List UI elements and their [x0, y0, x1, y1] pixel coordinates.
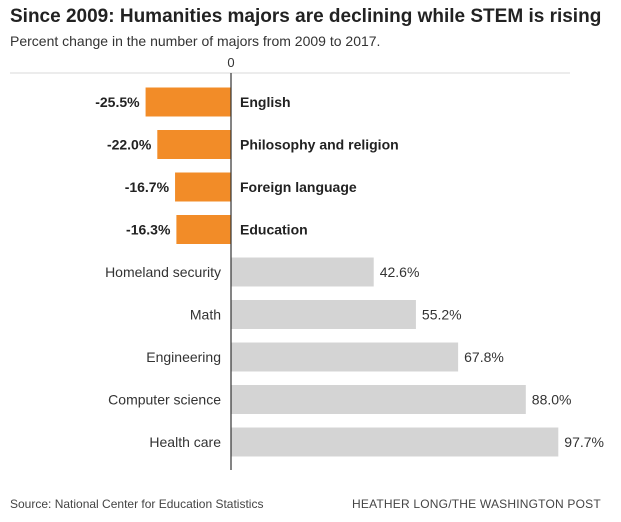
category-label-4: Homeland security	[105, 264, 221, 280]
value-label-5: 55.2%	[422, 307, 462, 323]
bar-3	[176, 215, 231, 244]
bar-0	[145, 87, 231, 117]
value-label-7: 88.0%	[532, 392, 572, 408]
category-label-3: Education	[240, 222, 308, 238]
category-label-8: Health care	[149, 434, 221, 450]
source-note: Source: National Center for Education St…	[10, 497, 264, 511]
zero-tick-label: 0	[227, 55, 234, 70]
value-label-3: -16.3%	[126, 222, 171, 238]
bar-1	[157, 130, 231, 159]
bar-6	[231, 342, 459, 372]
value-label-0: -25.5%	[95, 94, 140, 110]
category-label-0: English	[240, 94, 291, 110]
value-label-8: 97.7%	[564, 434, 604, 450]
value-label-4: 42.6%	[380, 264, 420, 280]
bar-4	[231, 257, 374, 287]
category-label-5: Math	[190, 307, 221, 323]
value-label-1: -22.0%	[107, 137, 152, 153]
category-label-2: Foreign language	[240, 179, 357, 195]
category-label-6: Engineering	[146, 349, 221, 365]
credit-note: HEATHER LONG/THE WASHINGTON POST	[352, 497, 601, 511]
chart-subtitle: Percent change in the number of majors f…	[10, 33, 381, 49]
bar-5	[231, 300, 416, 329]
category-label-1: Philosophy and religion	[240, 137, 399, 153]
bar-2	[175, 172, 231, 202]
value-label-2: -16.7%	[125, 179, 170, 195]
value-label-6: 67.8%	[464, 349, 504, 365]
bar-7	[231, 385, 526, 414]
category-label-7: Computer science	[108, 392, 221, 408]
bar-8	[231, 427, 559, 457]
chart-title: Since 2009: Humanities majors are declin…	[10, 6, 602, 27]
